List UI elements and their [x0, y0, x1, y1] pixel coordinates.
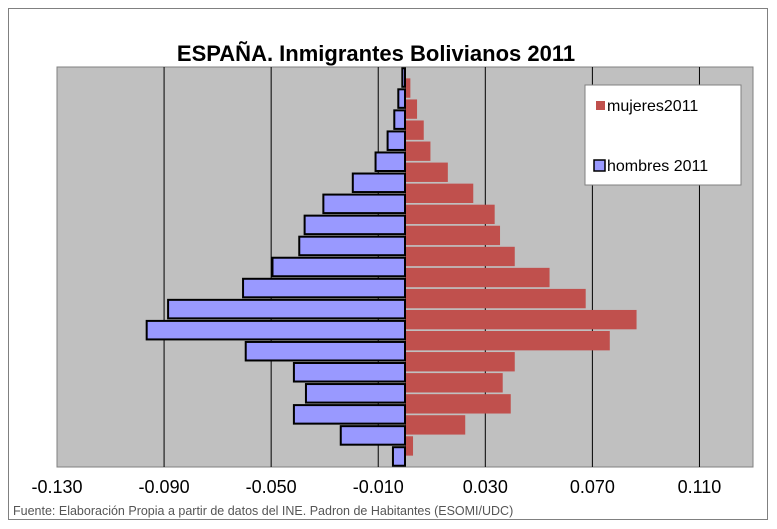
bar-hombres-15: [386, 130, 407, 151]
bar-hombres-7: [167, 298, 406, 320]
legend-swatch-mujeres: [596, 101, 605, 110]
bar-hombres-9: [271, 256, 406, 278]
x-tick-label: -0.090: [139, 477, 190, 497]
x-axis-ticks: -0.130 -0.090 -0.050 -0.010 0.030 0.070 0.110: [31, 477, 721, 497]
legend-box: [584, 84, 742, 186]
bar-mujeres-17: [405, 78, 411, 98]
legend-swatch-hombres: [593, 159, 606, 172]
bar-hombres-2: [292, 404, 406, 425]
bar-mujeres-1: [405, 415, 466, 435]
population-pyramid-chart: -0.130 -0.090 -0.050 -0.010 0.030 0.070 0.110 …: [13, 41, 754, 518]
bar-hombres-3: [304, 383, 407, 404]
bar-hombres-13: [351, 172, 406, 194]
bar-mujeres-15: [405, 120, 424, 140]
bar-mujeres-3: [405, 373, 503, 393]
bar-hombres-5: [244, 340, 406, 362]
source-note: Fuente: Elaboración Propia a partir de d…: [13, 504, 513, 518]
bar-hombres-0: [391, 446, 407, 467]
legend: mujeres2011 hombres 2011: [584, 84, 742, 186]
bar-mujeres-7: [405, 288, 586, 309]
bar-mujeres-0: [405, 436, 414, 456]
bar-hombres-16: [393, 109, 406, 130]
bar-mujeres-4: [405, 352, 515, 372]
bar-mujeres-6: [405, 309, 637, 330]
bar-mujeres-8: [405, 267, 550, 288]
x-tick-label: -0.010: [353, 477, 404, 497]
bar-mujeres-11: [405, 204, 495, 225]
bar-hombres-17: [397, 88, 406, 109]
bar-mujeres-16: [405, 99, 418, 119]
bar-mujeres-5: [405, 331, 610, 351]
x-tick-label: 0.110: [678, 477, 722, 497]
bar-mujeres-9: [405, 246, 515, 267]
chart-frame: -0.130 -0.090 -0.050 -0.010 0.030 0.070 0.110 …: [8, 8, 768, 520]
bar-hombres-12: [322, 193, 407, 215]
bar-hombres-4: [292, 362, 406, 383]
bar-hombres-11: [303, 214, 406, 236]
bar-mujeres-13: [405, 162, 448, 182]
bar-hombres-8: [242, 277, 406, 299]
bar-mujeres-10: [405, 225, 501, 246]
bar-mujeres-12: [405, 183, 474, 203]
x-tick-label: -0.130: [31, 477, 82, 497]
bar-mujeres-14: [405, 141, 431, 161]
x-tick-label: -0.050: [246, 477, 297, 497]
bars: [145, 67, 637, 467]
bar-mujeres-2: [405, 394, 511, 414]
bar-hombres-6: [145, 319, 407, 341]
legend-label-hombres: hombres 2011: [607, 158, 708, 175]
chart-title: ESPAÑA. Inmigrantes Bolivianos 2011: [177, 41, 575, 66]
bar-hombres-14: [374, 151, 406, 172]
x-tick-label: 0.070: [570, 477, 615, 497]
x-tick-label: 0.030: [463, 477, 508, 497]
bar-hombres-10: [298, 235, 406, 257]
legend-label-mujeres: mujeres2011: [607, 98, 698, 115]
bar-hombres-18: [401, 67, 407, 88]
bar-hombres-1: [339, 425, 406, 446]
